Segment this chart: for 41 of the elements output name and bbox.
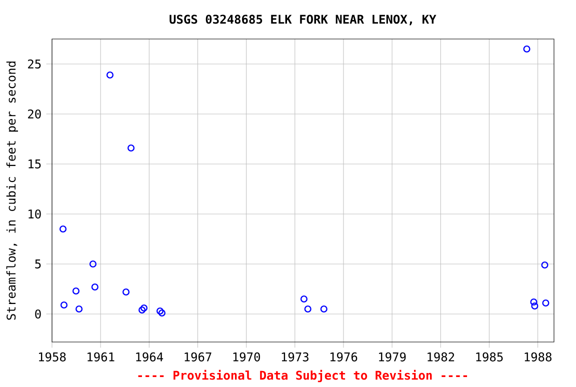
point — [541, 262, 548, 269]
x-tick-label: 1982 — [428, 352, 454, 362]
x-tick-label: 1970 — [233, 352, 260, 362]
y-tick-label: 5 — [35, 260, 41, 269]
y-tick-label: 15 — [28, 160, 41, 169]
point — [106, 72, 114, 79]
x-tick-label: 1958 — [39, 352, 66, 362]
point — [156, 308, 164, 315]
point — [531, 302, 538, 310]
x-tick-label: 1967 — [184, 352, 212, 362]
y-tick-label: 20 — [28, 110, 41, 119]
point — [140, 304, 148, 312]
y-tick-label: 0 — [35, 310, 41, 319]
y-tick-label: 10 — [28, 210, 41, 219]
point — [59, 226, 67, 233]
y-tick-label: 25 — [28, 60, 41, 69]
point — [300, 296, 308, 303]
x-tick-label: 1964 — [136, 352, 164, 362]
x-tick-label: 1988 — [524, 352, 552, 362]
point — [122, 288, 130, 296]
point — [304, 306, 312, 313]
chart-title: USGS 03248685 ELK FORK NEAR LENOX, KY — [170, 14, 436, 26]
point — [530, 298, 538, 306]
y-axis-title: Streamflow, in cubic feet per second — [6, 62, 18, 320]
x-tick-label: 1973 — [282, 352, 308, 362]
point — [128, 144, 135, 152]
x-tick-label: 1976 — [330, 352, 358, 362]
text: ---- Provisional Data Subject to Revision ---- — [138, 370, 468, 382]
point — [60, 302, 68, 309]
point — [158, 310, 166, 317]
point — [138, 306, 146, 314]
point — [523, 46, 530, 53]
point — [72, 288, 80, 295]
x-tick-label: 1985 — [476, 352, 503, 362]
x-tick-label: 1979 — [379, 352, 406, 362]
x-tick-label: 1961 — [88, 352, 114, 362]
point — [76, 306, 83, 313]
point — [542, 300, 550, 307]
point — [89, 260, 97, 268]
point — [91, 284, 98, 291]
point — [320, 306, 328, 313]
